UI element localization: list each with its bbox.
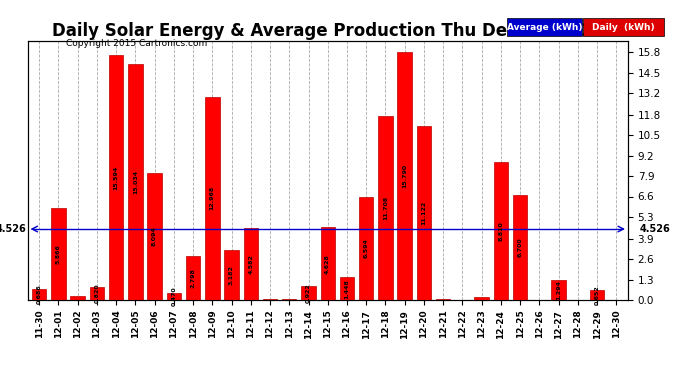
Text: 0.686: 0.686 — [37, 285, 41, 304]
Bar — [397, 53, 412, 300]
Bar — [507, 18, 582, 36]
Bar — [32, 289, 46, 300]
Bar — [339, 277, 354, 300]
Bar — [494, 162, 508, 300]
Bar — [321, 227, 335, 300]
Bar — [128, 64, 143, 300]
Text: 3.182: 3.182 — [229, 265, 234, 285]
Bar — [186, 256, 200, 300]
Bar — [90, 287, 104, 300]
Text: 8.094: 8.094 — [152, 226, 157, 246]
Text: 8.810: 8.810 — [498, 221, 504, 241]
Bar — [583, 18, 664, 36]
Bar — [302, 285, 316, 300]
Bar — [263, 299, 277, 300]
Text: 12.968: 12.968 — [210, 186, 215, 210]
Bar — [109, 56, 124, 300]
Text: 4.526: 4.526 — [640, 224, 671, 234]
Text: 15.790: 15.790 — [402, 164, 407, 188]
Text: 15.594: 15.594 — [114, 166, 119, 190]
Bar — [224, 250, 239, 300]
Text: 6.594: 6.594 — [364, 238, 368, 258]
Bar — [590, 290, 604, 300]
Bar — [417, 126, 431, 300]
Bar — [148, 173, 161, 300]
Text: Average (kWh): Average (kWh) — [506, 22, 582, 32]
Text: 4.628: 4.628 — [325, 254, 331, 274]
Title: Daily Solar Energy & Average Production Thu Dec 31 16:29: Daily Solar Energy & Average Production … — [52, 22, 604, 40]
Text: 0.922: 0.922 — [306, 283, 311, 303]
Bar — [551, 280, 566, 300]
Text: 15.034: 15.034 — [133, 170, 138, 194]
Text: 1.448: 1.448 — [344, 279, 350, 298]
Bar — [475, 297, 489, 300]
Text: Copyright 2015 Cartronics.com: Copyright 2015 Cartronics.com — [66, 39, 207, 48]
Text: 5.866: 5.866 — [56, 244, 61, 264]
Bar — [378, 116, 393, 300]
Text: 11.122: 11.122 — [422, 201, 426, 225]
Bar — [205, 97, 219, 300]
Bar — [282, 299, 297, 300]
Bar — [436, 299, 451, 300]
Bar — [166, 292, 181, 300]
Text: Daily  (kWh): Daily (kWh) — [593, 22, 655, 32]
Text: 4.526: 4.526 — [0, 224, 27, 234]
Bar — [244, 228, 258, 300]
Bar — [51, 208, 66, 300]
Text: 0.820: 0.820 — [95, 284, 99, 303]
Bar — [513, 195, 527, 300]
Bar — [359, 196, 373, 300]
Text: 1.294: 1.294 — [556, 280, 561, 300]
Bar — [70, 296, 85, 300]
Text: 0.470: 0.470 — [171, 286, 177, 306]
Text: 4.582: 4.582 — [248, 254, 253, 274]
Text: 2.798: 2.798 — [190, 268, 195, 288]
Text: 0.652: 0.652 — [595, 285, 600, 305]
Text: 6.700: 6.700 — [518, 238, 522, 257]
Text: 11.708: 11.708 — [383, 196, 388, 220]
